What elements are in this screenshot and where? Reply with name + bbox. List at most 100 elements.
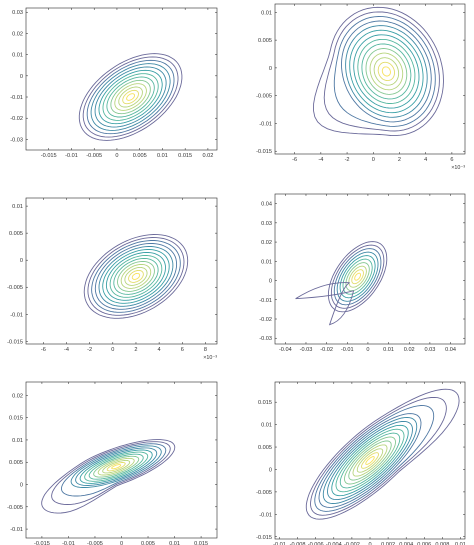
contour-line: [75, 447, 158, 486]
x-tick-label: 0.01: [455, 542, 466, 545]
x-tick-label: 0: [372, 157, 375, 163]
x-exponent-label: ×10⁻³: [203, 355, 217, 361]
contour-line: [336, 251, 379, 302]
x-tick-label: 0.03: [424, 347, 435, 353]
x-tick-label: 0.002: [381, 542, 395, 545]
contour-line: [357, 38, 416, 104]
contour-group: [78, 53, 183, 141]
x-tick-label: -6: [41, 347, 46, 353]
contour-line: [339, 432, 401, 489]
contour-line: [339, 255, 376, 299]
contour-line: [41, 439, 176, 514]
contour-line: [348, 265, 367, 288]
y-tick-label: 0.03: [261, 221, 272, 227]
y-tick-label: -0.015: [256, 535, 272, 541]
contour-group: [83, 234, 189, 319]
y-tick-label: -0.01: [10, 527, 23, 533]
y-tick-label: -0.01: [259, 298, 272, 304]
x-tick-label: -0.01: [341, 347, 354, 353]
contour-line: [330, 244, 385, 309]
x-exponent-label: ×10⁻³: [451, 165, 465, 171]
contour-group: [313, 6, 444, 137]
contour-group: [295, 241, 388, 326]
contour-line: [106, 76, 155, 118]
axes-frame: [25, 7, 218, 151]
axes-frame: [274, 3, 466, 155]
contour-line: [335, 428, 405, 493]
x-tick-label: 0.015: [194, 541, 208, 545]
y-tick-label: 0: [20, 74, 23, 80]
x-tick-label: -0.006: [308, 542, 324, 545]
y-tick-label: 0.005: [9, 460, 23, 466]
x-tick-label: 8: [204, 347, 207, 353]
y-tick-label: -0.02: [10, 116, 23, 122]
contour-line: [361, 452, 379, 469]
y-tick-label: -0.01: [259, 512, 272, 518]
y-tick-label: 0.01: [12, 438, 23, 444]
contour-line: [348, 440, 392, 481]
x-tick-label: 0.004: [399, 542, 413, 545]
contour-line: [105, 252, 166, 301]
contour-line: [98, 69, 163, 125]
y-tick-label: 0.03: [12, 10, 23, 16]
contour-line: [51, 441, 171, 505]
x-tick-label: 0.008: [435, 542, 449, 545]
contour-line: [120, 263, 152, 289]
contour-line: [114, 83, 147, 111]
y-tick-label: -0.01: [259, 121, 272, 127]
contour-line: [342, 258, 373, 295]
y-tick-label: 0.005: [258, 445, 272, 451]
contour-group: [41, 439, 176, 514]
contour-line: [351, 269, 364, 285]
contour-line: [369, 52, 404, 91]
x-tick-label: 6: [450, 157, 453, 163]
y-tick-label: -0.015: [7, 339, 23, 345]
contour-line: [322, 417, 418, 504]
contour-line: [111, 464, 122, 470]
y-tick-label: 0: [20, 258, 23, 264]
y-tick-label: 0: [20, 483, 23, 489]
axes-frame: [274, 193, 466, 345]
x-tick-label: -2: [345, 157, 350, 163]
contour-line: [126, 93, 135, 101]
x-tick-label: 0.01: [383, 347, 394, 353]
contour-group: [305, 388, 460, 520]
x-tick-label: 2: [134, 347, 137, 353]
contour-line: [318, 413, 422, 508]
x-tick-label: -6: [292, 157, 297, 163]
contour-line: [86, 59, 175, 135]
x-tick-label: -0.002: [344, 542, 360, 545]
y-tick-label: -0.015: [256, 149, 272, 155]
y-tick-label: -0.005: [7, 505, 23, 511]
x-tick-label: 0.015: [178, 153, 192, 159]
x-tick-label: 6: [181, 347, 184, 353]
contour-line: [333, 16, 436, 127]
x-tick-label: 0.02: [202, 153, 213, 159]
contour-line: [113, 258, 159, 295]
y-tick-label: -0.03: [259, 336, 272, 342]
contour-line: [97, 457, 135, 476]
contour-line: [305, 388, 460, 520]
y-tick-label: -0.005: [7, 285, 23, 291]
contour-line: [94, 243, 178, 310]
x-tick-label: -0.005: [87, 541, 103, 545]
contour-line: [82, 56, 179, 138]
contour-line: [356, 448, 384, 473]
contour-line: [323, 11, 440, 132]
y-tick-label: 0: [269, 66, 272, 72]
contour-line: [344, 436, 396, 485]
y-tick-label: -0.01: [10, 95, 23, 101]
y-tick-label: 0.01: [261, 259, 272, 265]
contour-lobe: [295, 282, 354, 300]
x-tick-label: 0.005: [133, 153, 147, 159]
y-tick-label: 0.015: [9, 416, 23, 422]
y-tick-label: 0.01: [12, 204, 23, 210]
contour-line: [128, 269, 144, 283]
contour-line: [381, 66, 391, 77]
x-tick-label: 0.01: [169, 541, 180, 545]
contour-line: [102, 459, 131, 474]
contour-line: [117, 260, 155, 292]
